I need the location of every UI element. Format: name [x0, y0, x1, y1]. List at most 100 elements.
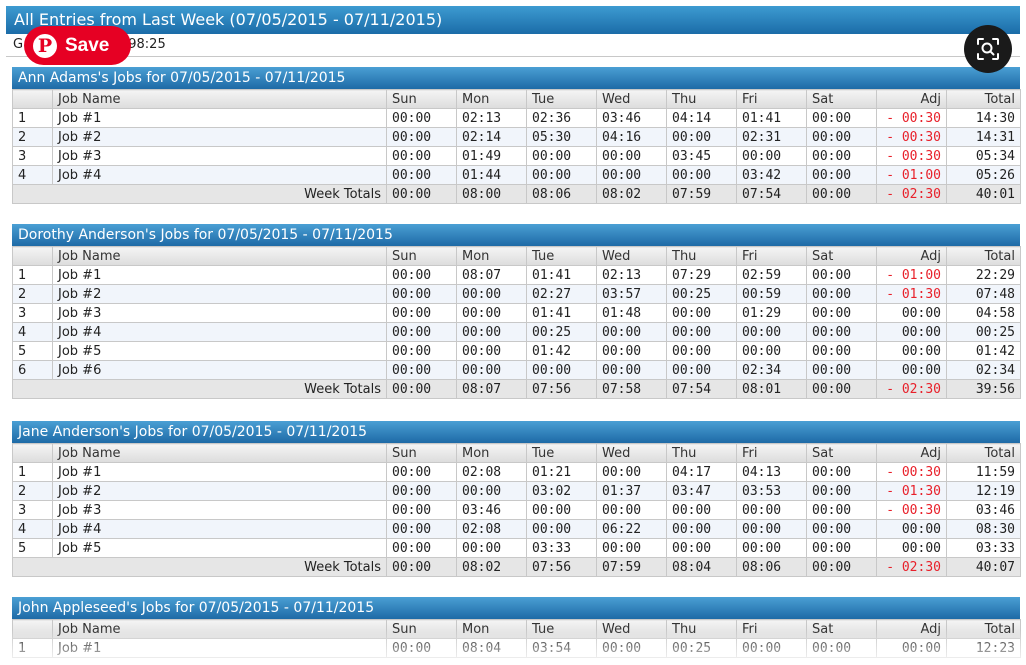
column-header: Thu: [666, 246, 737, 266]
sat-cell: 00:00: [806, 538, 877, 558]
thu-cell: 00:00: [666, 500, 737, 520]
fri-cell: 00:00: [736, 500, 807, 520]
table-row: 3 Job #3 00:00 01:49 00:00 00:00 03:45 00:00 00:…: [12, 146, 1021, 166]
thu-cell: 03:45: [666, 146, 737, 166]
tue-cell: 05:30: [526, 127, 597, 147]
fri-total-cell: 08:06: [736, 557, 807, 577]
row-number-cell: 3: [12, 303, 53, 323]
fri-total-cell: 08:01: [736, 379, 807, 399]
row-number-cell: 4: [12, 165, 53, 185]
job-name-cell: Job #6: [52, 360, 387, 380]
column-header: Wed: [596, 246, 667, 266]
thu-cell: 03:47: [666, 481, 737, 501]
column-header: Sun: [386, 89, 457, 109]
mon-cell: 00:00: [456, 360, 527, 380]
wed-cell: 06:22: [596, 519, 667, 539]
total-cell: 05:26: [946, 165, 1021, 185]
sat-cell: 00:00: [806, 638, 877, 658]
total-cell: 14:31: [946, 127, 1021, 147]
sun-total-cell: 00:00: [386, 379, 457, 399]
thu-total-cell: 07:59: [666, 184, 737, 204]
job-name-cell: Job #5: [52, 341, 387, 361]
row-number-cell: 3: [12, 500, 53, 520]
grand-week-total-cell: 40:01: [946, 184, 1021, 204]
grand-week-total-cell: 40:07: [946, 557, 1021, 577]
row-number-cell: 5: [12, 538, 53, 558]
sat-total-cell: 00:00: [806, 557, 877, 577]
row-number-cell: 2: [12, 284, 53, 304]
sat-cell: 00:00: [806, 146, 877, 166]
table-row: 2 Job #2 00:00 00:00 02:27 03:57 00:25 00:59 00:…: [12, 284, 1021, 304]
sun-cell: 00:00: [386, 360, 457, 380]
row-number-cell: 3: [12, 146, 53, 166]
adj-total-cell: - 02:30: [876, 557, 947, 577]
total-cell: 03:33: [946, 538, 1021, 558]
sun-cell: 00:00: [386, 500, 457, 520]
table-row: 1 Job #1 00:00 08:04 03:54 00:00 00:25 00:00 00:…: [12, 638, 1021, 658]
mon-cell: 02:08: [456, 519, 527, 539]
mon-cell: 01:44: [456, 165, 527, 185]
thu-cell: 00:00: [666, 341, 737, 361]
row-number-cell: 2: [12, 127, 53, 147]
adj-cell: - 00:30: [876, 500, 947, 520]
sat-cell: 00:00: [806, 462, 877, 482]
table-row: 5 Job #5 00:00 00:00 03:33 00:00 00:00 00:00 00:…: [12, 538, 1021, 558]
column-header: Sat: [806, 89, 877, 109]
tue-total-cell: 07:56: [526, 557, 597, 577]
column-header: Total: [946, 89, 1021, 109]
thu-cell: 07:29: [666, 265, 737, 285]
job-name-cell: Job #1: [52, 108, 387, 128]
column-header: Sat: [806, 246, 877, 266]
fri-cell: 00:00: [736, 519, 807, 539]
mon-cell: 00:00: [456, 538, 527, 558]
mon-cell: 02:14: [456, 127, 527, 147]
visual-search-icon: [977, 38, 999, 60]
row-number-cell: 4: [12, 519, 53, 539]
tue-cell: 02:27: [526, 284, 597, 304]
column-header: Sat: [806, 619, 877, 639]
tue-cell: 00:00: [526, 500, 597, 520]
fri-cell: 01:41: [736, 108, 807, 128]
tue-cell: 00:00: [526, 165, 597, 185]
column-header: Thu: [666, 619, 737, 639]
column-header: Fri: [736, 246, 807, 266]
fri-cell: 00:00: [736, 322, 807, 342]
mon-total-cell: 08:00: [456, 184, 527, 204]
fri-cell: 03:42: [736, 165, 807, 185]
adj-cell: - 01:30: [876, 481, 947, 501]
thu-cell: 00:00: [666, 360, 737, 380]
thu-cell: 00:00: [666, 519, 737, 539]
fri-cell: 02:59: [736, 265, 807, 285]
total-cell: 05:34: [946, 146, 1021, 166]
tue-cell: 01:41: [526, 265, 597, 285]
sun-cell: 00:00: [386, 127, 457, 147]
week-totals-label: Week Totals: [12, 379, 387, 399]
employee-section: Ann Adams's Jobs for 07/05/2015 - 07/11/…: [12, 67, 1021, 204]
wed-cell: 00:00: [596, 538, 667, 558]
fri-cell: 00:00: [736, 341, 807, 361]
week-totals-row: Week Totals 00:00 08:02 07:56 07:59 08:04 08:0…: [12, 557, 1021, 577]
adj-cell: 00:00: [876, 341, 947, 361]
page-title: All Entries from Last Week (07/05/2015 -…: [6, 6, 1020, 34]
job-name-cell: Job #3: [52, 146, 387, 166]
row-number-cell: 1: [12, 462, 53, 482]
tue-total-cell: 08:06: [526, 184, 597, 204]
week-totals-label: Week Totals: [12, 557, 387, 577]
thu-cell: 00:00: [666, 127, 737, 147]
mon-cell: 00:00: [456, 341, 527, 361]
pinterest-save-button[interactable]: P Save: [24, 26, 131, 65]
employee-section: Jane Anderson's Jobs for 07/05/2015 - 07…: [12, 421, 1021, 577]
jobs-table: Job Name Sun Mon Tue Wed Thu Fri Sat Adj Total 1 Jo…: [12, 246, 1021, 399]
sun-cell: 00:00: [386, 462, 457, 482]
fri-cell: 03:53: [736, 481, 807, 501]
wed-total-cell: 08:02: [596, 184, 667, 204]
week-totals-label: Week Totals: [12, 184, 387, 204]
job-name-cell: Job #2: [52, 127, 387, 147]
jobs-table: Job Name Sun Mon Tue Wed Thu Fri Sat Adj Total 1 Jo…: [12, 443, 1021, 577]
visual-search-button[interactable]: [964, 25, 1012, 73]
column-header: Tue: [526, 246, 597, 266]
job-name-cell: Job #1: [52, 638, 387, 658]
wed-cell: 00:00: [596, 146, 667, 166]
tue-cell: 00:00: [526, 519, 597, 539]
thu-cell: 00:25: [666, 284, 737, 304]
